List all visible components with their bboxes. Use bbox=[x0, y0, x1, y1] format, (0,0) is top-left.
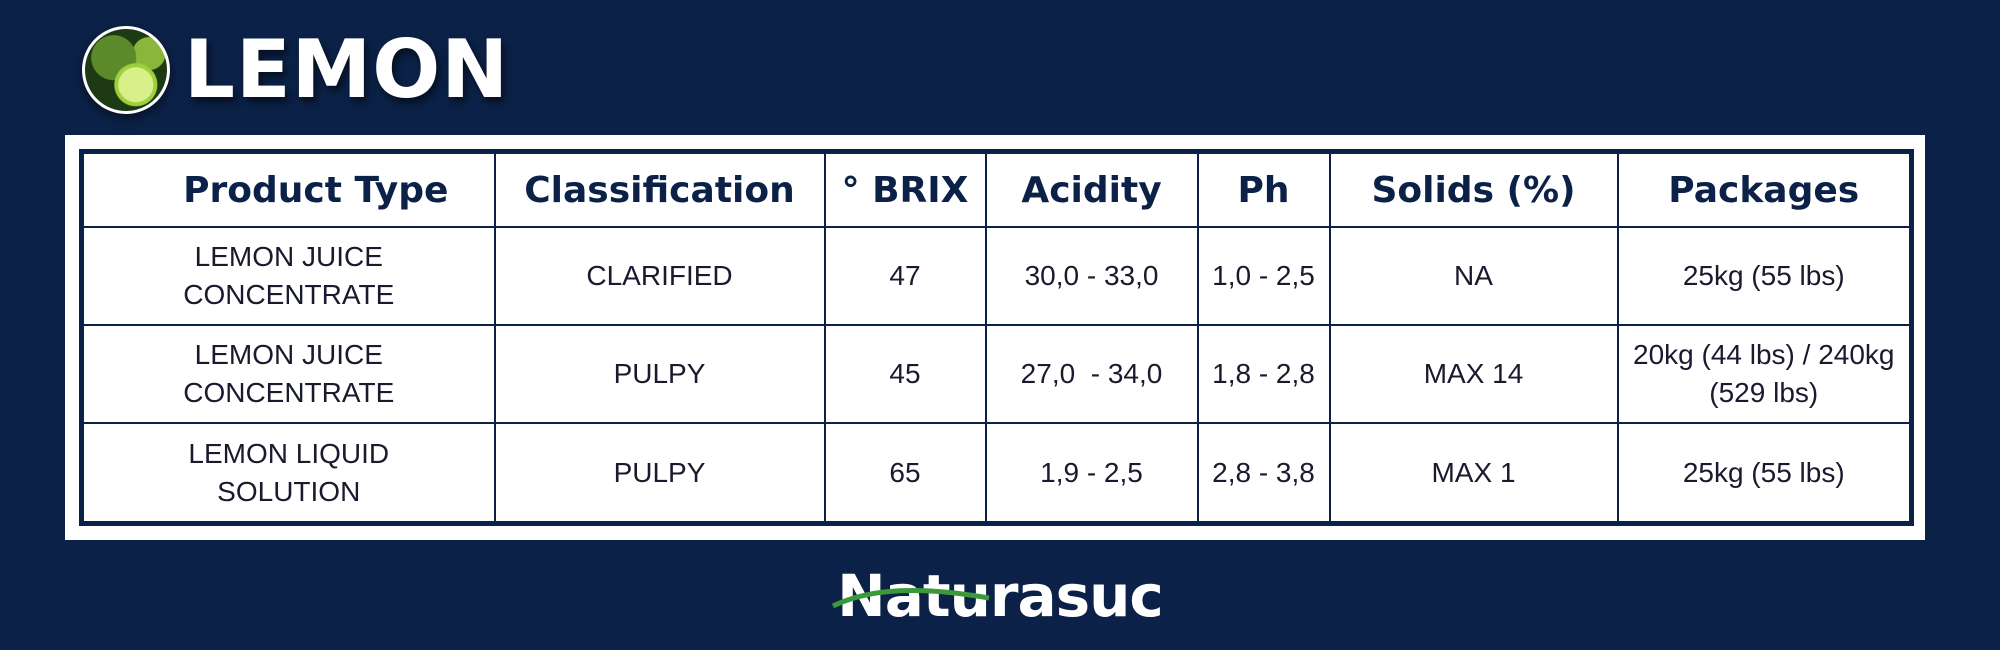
table-row: LEMON LIQUID SOLUTION PULPY 65 1,9 - 2,5… bbox=[80, 422, 1913, 525]
table-cell: 25kg (55 lbs) bbox=[1616, 422, 1913, 525]
table-cell: 1,0 - 2,5 bbox=[1196, 225, 1331, 327]
column-header: Product Type bbox=[80, 150, 496, 228]
lemon-icon bbox=[82, 26, 170, 114]
table-cell: NA bbox=[1328, 225, 1619, 327]
table-cell: 65 bbox=[823, 422, 987, 525]
table-cell: 25kg (55 lbs) bbox=[1616, 225, 1913, 327]
table-cell: 27,0 - 34,0 bbox=[984, 324, 1199, 425]
table-cell: 45 bbox=[823, 324, 987, 425]
table-cell: PULPY bbox=[493, 324, 826, 425]
swoosh-icon bbox=[832, 587, 990, 609]
table-cell: LEMON JUICE CONCENTRATE bbox=[80, 225, 496, 327]
table-cell: CLARIFIED bbox=[493, 225, 826, 327]
column-header: Solids (%) bbox=[1328, 150, 1619, 228]
table-row: LEMON JUICE CONCENTRATE CLARIFIED 47 30,… bbox=[80, 225, 1913, 327]
spec-table-frame: Product Type Classification ° BRIX Acidi… bbox=[65, 135, 1925, 540]
footer-brand: Naturasuc bbox=[0, 562, 2000, 630]
table-cell: 20kg (44 lbs) / 240kg (529 lbs) bbox=[1616, 324, 1913, 425]
table-cell: PULPY bbox=[493, 422, 826, 525]
table-cell: 1,9 - 2,5 bbox=[984, 422, 1199, 525]
table-cell: 30,0 - 33,0 bbox=[984, 225, 1199, 327]
page-header: LEMON bbox=[82, 26, 509, 114]
column-header: Packages bbox=[1616, 150, 1913, 228]
column-header: ° BRIX bbox=[823, 150, 987, 228]
table-header-row: Product Type Classification ° BRIX Acidi… bbox=[80, 150, 1913, 228]
table-cell: 47 bbox=[823, 225, 987, 327]
table-row: LEMON JUICE CONCENTRATE PULPY 45 27,0 - … bbox=[80, 324, 1913, 425]
table-cell: LEMON LIQUID SOLUTION bbox=[80, 422, 496, 525]
brand-logo: Naturasuc bbox=[832, 562, 1164, 630]
table-cell: 1,8 - 2,8 bbox=[1196, 324, 1331, 425]
column-header: Ph bbox=[1196, 150, 1331, 228]
table-cell: 2,8 - 3,8 bbox=[1196, 422, 1331, 525]
spec-table: Product Type Classification ° BRIX Acidi… bbox=[79, 149, 1914, 526]
column-header: Acidity bbox=[984, 150, 1199, 228]
table-cell: LEMON JUICE CONCENTRATE bbox=[80, 324, 496, 425]
table-cell: MAX 1 bbox=[1328, 422, 1619, 525]
brand-name: Naturasuc bbox=[837, 562, 1164, 630]
table-cell: MAX 14 bbox=[1328, 324, 1619, 425]
column-header: Classification bbox=[493, 150, 826, 228]
page-title: LEMON bbox=[184, 23, 510, 116]
